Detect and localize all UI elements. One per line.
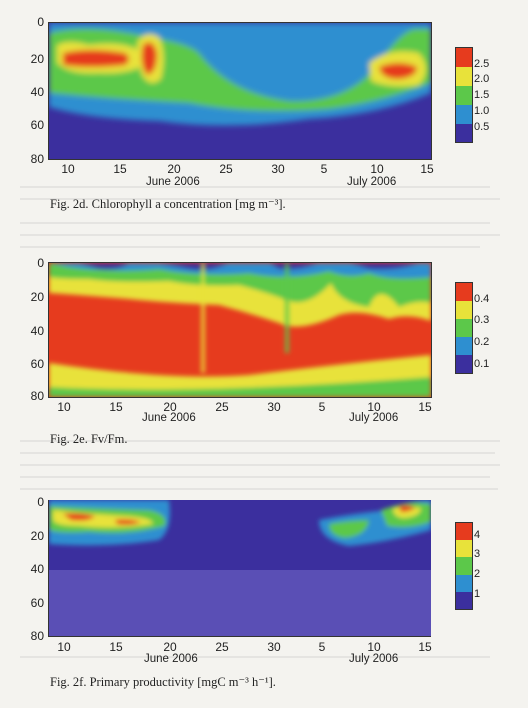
colorbar-swatch [456, 301, 472, 319]
y-tick-label: 0 [37, 495, 44, 509]
x-tick-label: 10 [57, 400, 71, 414]
x-tick-label: 10 [370, 162, 384, 176]
x-tick-label: 10 [57, 640, 71, 654]
month-label: June 2006 [142, 412, 196, 424]
month-label: July 2006 [349, 653, 399, 665]
x-tick-label: 25 [215, 640, 229, 654]
y-tick-label: 80 [30, 629, 44, 643]
figure-caption: Fig. 2d. Chlorophyll a concentration [mg… [50, 197, 286, 211]
heatmap-layer [79, 263, 419, 271]
x-tick-label: 15 [113, 162, 127, 176]
colorbar-swatch [456, 124, 472, 142]
y-tick-label: 40 [30, 324, 44, 338]
figure-caption: Fig. 2e. Fv/Fm. [50, 432, 128, 446]
chlorophyll-heatmap [48, 22, 432, 160]
colorbar-swatch [456, 283, 472, 301]
colorbar-tick: 4 [474, 529, 481, 541]
x-tick-label: 15 [109, 640, 123, 654]
colorbar-swatch [456, 523, 472, 540]
x-tick-label: 15 [420, 162, 434, 176]
colorbar-tick: 2.5 [474, 58, 490, 70]
primary-productivity-heatmap [48, 500, 431, 637]
colorbar-tick: 0.3 [474, 314, 490, 326]
x-tick-label: 20 [167, 162, 181, 176]
colorbar-2d [455, 47, 473, 143]
fvfm-heatmap [48, 262, 432, 398]
heatmap-layer [49, 263, 431, 397]
colorbar-swatch [456, 86, 472, 105]
x-tick-label: 25 [219, 162, 233, 176]
colorbar-swatch [456, 67, 472, 86]
x-tick-label: 20 [163, 640, 177, 654]
y-tick-label: 60 [30, 357, 44, 371]
heatmap-layer [49, 263, 431, 279]
y-tick-label: 20 [30, 290, 44, 304]
x-tick-label: 5 [320, 162, 328, 176]
y-tick-label: 60 [30, 596, 44, 610]
heatmap-layer [49, 502, 431, 538]
colorbar-swatch [456, 105, 472, 124]
month-label: July 2006 [349, 412, 399, 424]
heatmap-streak [285, 263, 289, 353]
colorbar-swatch [456, 557, 472, 575]
y-tick-label: 40 [30, 85, 44, 99]
colorbar-tick: 1.5 [474, 89, 490, 101]
x-tick-label: 10 [367, 400, 381, 414]
colorbar-swatch [456, 592, 472, 609]
y-tick-label: 80 [30, 152, 44, 166]
colorbar-swatch [456, 575, 472, 592]
month-label: July 2006 [347, 176, 397, 188]
heatmap-streak [201, 263, 205, 373]
x-tick-label: 20 [163, 400, 177, 414]
colorbar-tick: 0.2 [474, 336, 490, 348]
x-tick-label: 5 [318, 640, 326, 654]
colorbar-swatch [456, 540, 472, 557]
y-tick-label: 0 [37, 256, 44, 270]
x-tick-label: 5 [318, 400, 326, 414]
colorbar-swatch [456, 337, 472, 355]
y-tick-label: 20 [30, 529, 44, 543]
x-tick-label: 30 [271, 162, 285, 176]
figure-caption: Fig. 2f. Primary productivity [mgC m⁻³ h… [50, 675, 276, 689]
y-tick-label: 60 [30, 118, 44, 132]
y-tick-label: 20 [30, 52, 44, 66]
colorbar-tick: 0.1 [474, 358, 490, 370]
x-tick-label: 15 [418, 400, 432, 414]
colorbar-2f [455, 522, 473, 610]
heatmap-band [49, 570, 431, 636]
colorbar-swatch [456, 355, 472, 373]
colorbar-tick: 1.0 [474, 105, 490, 117]
x-tick-label: 15 [109, 400, 123, 414]
x-tick-label: 25 [215, 400, 229, 414]
heatmap-layer [53, 507, 421, 528]
y-tick-label: 40 [30, 562, 44, 576]
x-tick-label: 30 [267, 640, 281, 654]
colorbar-tick: 2.0 [474, 73, 490, 85]
y-tick-label: 80 [30, 389, 44, 403]
y-tick-label: 0 [37, 15, 44, 29]
colorbar-swatch [456, 48, 472, 67]
colorbar-tick: 2 [474, 568, 481, 580]
month-label: June 2006 [144, 653, 198, 665]
colorbar-swatch [456, 319, 472, 337]
colorbar-tick: 1 [474, 588, 481, 600]
colorbar-tick: 3 [474, 548, 481, 560]
colorbar-tick: 0.5 [474, 121, 490, 133]
month-label: June 2006 [146, 176, 200, 188]
x-tick-label: 10 [367, 640, 381, 654]
heatmap-layer [63, 42, 417, 79]
x-tick-label: 30 [267, 400, 281, 414]
x-tick-label: 15 [418, 640, 432, 654]
colorbar-tick: 0.4 [474, 293, 490, 305]
colorbar-2e [455, 282, 473, 374]
x-tick-label: 10 [61, 162, 75, 176]
